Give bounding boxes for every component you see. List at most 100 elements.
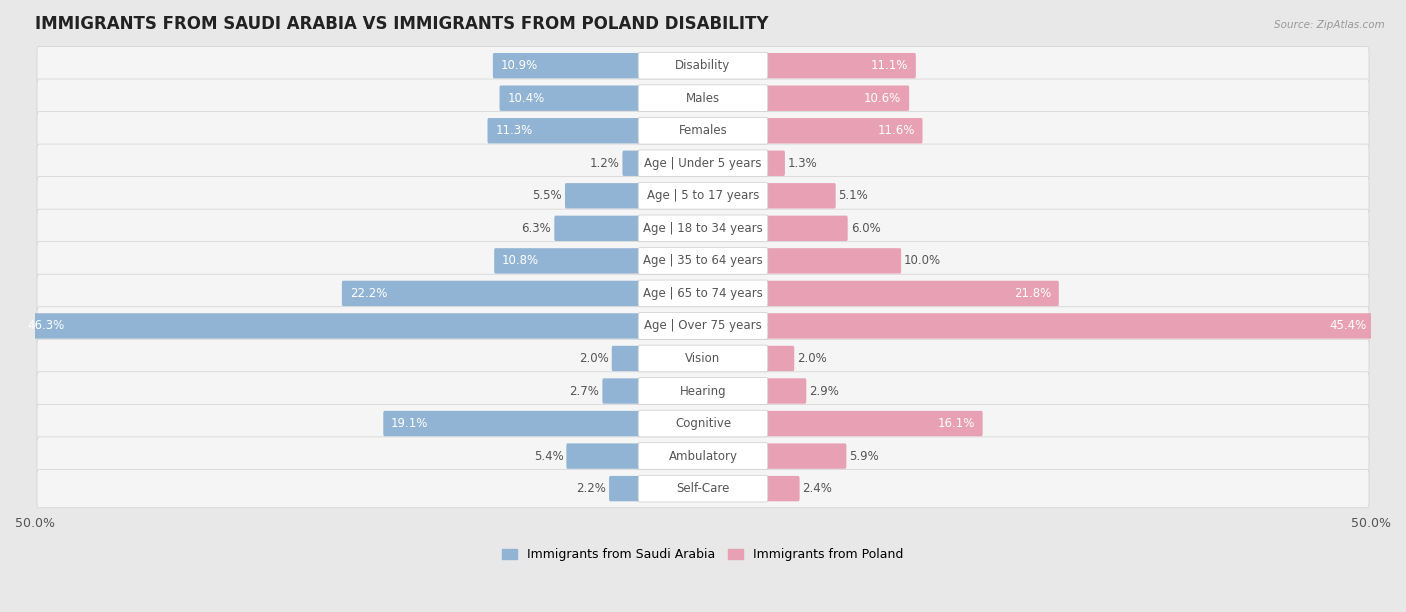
FancyBboxPatch shape — [623, 151, 641, 176]
FancyBboxPatch shape — [494, 248, 641, 274]
Text: 10.8%: 10.8% — [502, 255, 538, 267]
FancyBboxPatch shape — [488, 118, 641, 143]
FancyBboxPatch shape — [765, 313, 1374, 338]
Text: Age | 35 to 64 years: Age | 35 to 64 years — [643, 255, 763, 267]
FancyBboxPatch shape — [638, 378, 768, 405]
Text: Females: Females — [679, 124, 727, 137]
Text: Hearing: Hearing — [679, 384, 727, 398]
Text: 11.1%: 11.1% — [870, 59, 908, 72]
FancyBboxPatch shape — [765, 443, 846, 469]
Text: 22.2%: 22.2% — [350, 287, 387, 300]
FancyBboxPatch shape — [499, 86, 641, 111]
FancyBboxPatch shape — [638, 345, 768, 372]
Text: 2.9%: 2.9% — [810, 384, 839, 398]
Text: 11.3%: 11.3% — [495, 124, 533, 137]
Text: 19.1%: 19.1% — [391, 417, 429, 430]
Text: 6.0%: 6.0% — [851, 222, 880, 235]
Text: 45.4%: 45.4% — [1329, 319, 1367, 332]
FancyBboxPatch shape — [765, 378, 806, 404]
FancyBboxPatch shape — [37, 209, 1369, 247]
Text: 2.2%: 2.2% — [576, 482, 606, 495]
FancyBboxPatch shape — [638, 313, 768, 339]
Text: IMMIGRANTS FROM SAUDI ARABIA VS IMMIGRANTS FROM POLAND DISABILITY: IMMIGRANTS FROM SAUDI ARABIA VS IMMIGRAN… — [35, 15, 769, 33]
FancyBboxPatch shape — [37, 144, 1369, 182]
Text: Age | 18 to 34 years: Age | 18 to 34 years — [643, 222, 763, 235]
Text: Self-Care: Self-Care — [676, 482, 730, 495]
FancyBboxPatch shape — [765, 248, 901, 274]
Text: 46.3%: 46.3% — [28, 319, 65, 332]
FancyBboxPatch shape — [765, 346, 794, 371]
Text: Vision: Vision — [685, 352, 721, 365]
Text: 2.0%: 2.0% — [579, 352, 609, 365]
Text: Age | 5 to 17 years: Age | 5 to 17 years — [647, 189, 759, 203]
FancyBboxPatch shape — [37, 242, 1369, 280]
FancyBboxPatch shape — [565, 183, 641, 209]
FancyBboxPatch shape — [638, 118, 768, 144]
FancyBboxPatch shape — [602, 378, 641, 404]
FancyBboxPatch shape — [37, 274, 1369, 313]
Text: Age | Under 5 years: Age | Under 5 years — [644, 157, 762, 170]
FancyBboxPatch shape — [765, 53, 915, 78]
FancyBboxPatch shape — [765, 86, 910, 111]
FancyBboxPatch shape — [37, 111, 1369, 150]
FancyBboxPatch shape — [765, 151, 785, 176]
Text: 1.3%: 1.3% — [787, 157, 817, 170]
Text: Ambulatory: Ambulatory — [668, 450, 738, 463]
Text: 10.6%: 10.6% — [865, 92, 901, 105]
FancyBboxPatch shape — [567, 443, 641, 469]
Text: 16.1%: 16.1% — [938, 417, 974, 430]
FancyBboxPatch shape — [494, 53, 641, 78]
Text: 10.4%: 10.4% — [508, 92, 544, 105]
FancyBboxPatch shape — [37, 177, 1369, 215]
FancyBboxPatch shape — [638, 476, 768, 502]
FancyBboxPatch shape — [37, 339, 1369, 378]
Text: Age | 65 to 74 years: Age | 65 to 74 years — [643, 287, 763, 300]
Text: 5.4%: 5.4% — [534, 450, 564, 463]
FancyBboxPatch shape — [638, 182, 768, 209]
FancyBboxPatch shape — [765, 476, 800, 501]
Legend: Immigrants from Saudi Arabia, Immigrants from Poland: Immigrants from Saudi Arabia, Immigrants… — [498, 543, 908, 566]
Text: 5.9%: 5.9% — [849, 450, 879, 463]
FancyBboxPatch shape — [37, 79, 1369, 118]
FancyBboxPatch shape — [554, 215, 641, 241]
FancyBboxPatch shape — [765, 118, 922, 143]
Text: 1.2%: 1.2% — [589, 157, 620, 170]
FancyBboxPatch shape — [638, 442, 768, 469]
FancyBboxPatch shape — [37, 469, 1369, 508]
Text: 10.9%: 10.9% — [501, 59, 538, 72]
Text: 2.7%: 2.7% — [569, 384, 599, 398]
FancyBboxPatch shape — [765, 215, 848, 241]
Text: 2.4%: 2.4% — [803, 482, 832, 495]
FancyBboxPatch shape — [765, 183, 835, 209]
Text: Cognitive: Cognitive — [675, 417, 731, 430]
Text: 5.1%: 5.1% — [838, 189, 869, 203]
Text: 2.0%: 2.0% — [797, 352, 827, 365]
FancyBboxPatch shape — [638, 85, 768, 111]
FancyBboxPatch shape — [384, 411, 641, 436]
FancyBboxPatch shape — [638, 247, 768, 274]
Text: 6.3%: 6.3% — [522, 222, 551, 235]
FancyBboxPatch shape — [638, 410, 768, 437]
Text: 5.5%: 5.5% — [533, 189, 562, 203]
FancyBboxPatch shape — [612, 346, 641, 371]
FancyBboxPatch shape — [342, 281, 641, 306]
FancyBboxPatch shape — [37, 405, 1369, 442]
FancyBboxPatch shape — [638, 280, 768, 307]
FancyBboxPatch shape — [37, 47, 1369, 85]
Text: 11.6%: 11.6% — [877, 124, 915, 137]
FancyBboxPatch shape — [638, 215, 768, 242]
FancyBboxPatch shape — [609, 476, 641, 501]
FancyBboxPatch shape — [765, 411, 983, 436]
FancyBboxPatch shape — [37, 437, 1369, 476]
FancyBboxPatch shape — [37, 307, 1369, 345]
FancyBboxPatch shape — [638, 52, 768, 79]
FancyBboxPatch shape — [765, 281, 1059, 306]
Text: Males: Males — [686, 92, 720, 105]
Text: Source: ZipAtlas.com: Source: ZipAtlas.com — [1274, 20, 1385, 29]
Text: 21.8%: 21.8% — [1014, 287, 1052, 300]
FancyBboxPatch shape — [20, 313, 641, 338]
Text: Disability: Disability — [675, 59, 731, 72]
FancyBboxPatch shape — [37, 372, 1369, 410]
Text: Age | Over 75 years: Age | Over 75 years — [644, 319, 762, 332]
FancyBboxPatch shape — [638, 150, 768, 177]
